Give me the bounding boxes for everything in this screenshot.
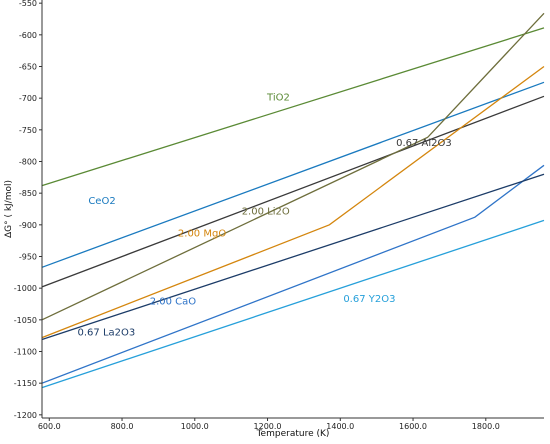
series-label-0-67-al2o3: 0.67 Al2O3 (396, 138, 452, 149)
x-axis-label: Temperature (K) (256, 429, 330, 439)
x-tick-label: 600.0 (38, 422, 61, 431)
series-label-2-00-cao: 2.00 CaO (150, 296, 197, 307)
x-tick-label: 1800.0 (472, 422, 500, 431)
label-layer: TiO2 CeO2 0.67 Al2O3 2.00 Li2O 2.00 MgO 2.00 … (78, 93, 452, 339)
y-tick-label: -1200 (14, 411, 37, 420)
y-tick-label: -600 (19, 31, 37, 40)
y-tick-label: -700 (19, 94, 37, 103)
y-tick-label: -550 (19, 0, 37, 8)
series-label-tio2: TiO2 (266, 93, 290, 104)
y-tick-layer: -550 -600 -650 -700 -750 -800 -850 -900 -950 -100… (14, 0, 42, 420)
y-tick-label: -900 (19, 221, 37, 230)
series-line-2-00-li2o (41, 12, 545, 321)
series-layer (41, 12, 545, 389)
series-label-2-00-mgo: 2.00 MgO (178, 229, 226, 240)
series-label-0-67-y2o3: 0.67 Y2O3 (343, 294, 395, 305)
series-label-2-00-li2o: 2.00 Li2O (242, 207, 290, 218)
x-tick-label: 1600.0 (399, 422, 427, 431)
series-line-0-67-y2o3 (41, 219, 545, 389)
x-tick-label: 800.0 (111, 422, 134, 431)
series-line-tio2 (41, 27, 545, 187)
plot-background (42, 0, 544, 418)
y-tick-label: -1150 (14, 379, 37, 388)
series-line-0-67-la2o3 (41, 173, 545, 341)
y-tick-label: -1050 (14, 316, 37, 325)
y-tick-label: -1100 (14, 348, 37, 357)
y-axis-label: ΔG° ( kJ/mol) (4, 180, 14, 238)
y-tick-label: -850 (19, 189, 37, 198)
y-tick-label: -950 (19, 253, 37, 262)
series-line-2-00-mgo (41, 65, 545, 339)
x-tick-label: 1400.0 (326, 422, 354, 431)
x-tick-layer: 600.0 800.0 1000.0 1200.0 1400.0 1600.0 1800.0 (38, 418, 500, 431)
series-line-ceo2 (41, 81, 545, 268)
y-tick-label: -1000 (14, 284, 37, 293)
x-tick-label: 1000.0 (181, 422, 209, 431)
y-tick-label: -650 (19, 63, 37, 72)
series-label-ceo2: CeO2 (88, 196, 115, 207)
x-tick-label: 1200.0 (254, 422, 282, 431)
y-tick-label: -800 (19, 158, 37, 167)
series-line-2-00-cao (41, 164, 545, 384)
series-label-0-67-la2o3: 0.67 La2O3 (78, 328, 136, 339)
y-tick-label: -750 (19, 126, 37, 135)
